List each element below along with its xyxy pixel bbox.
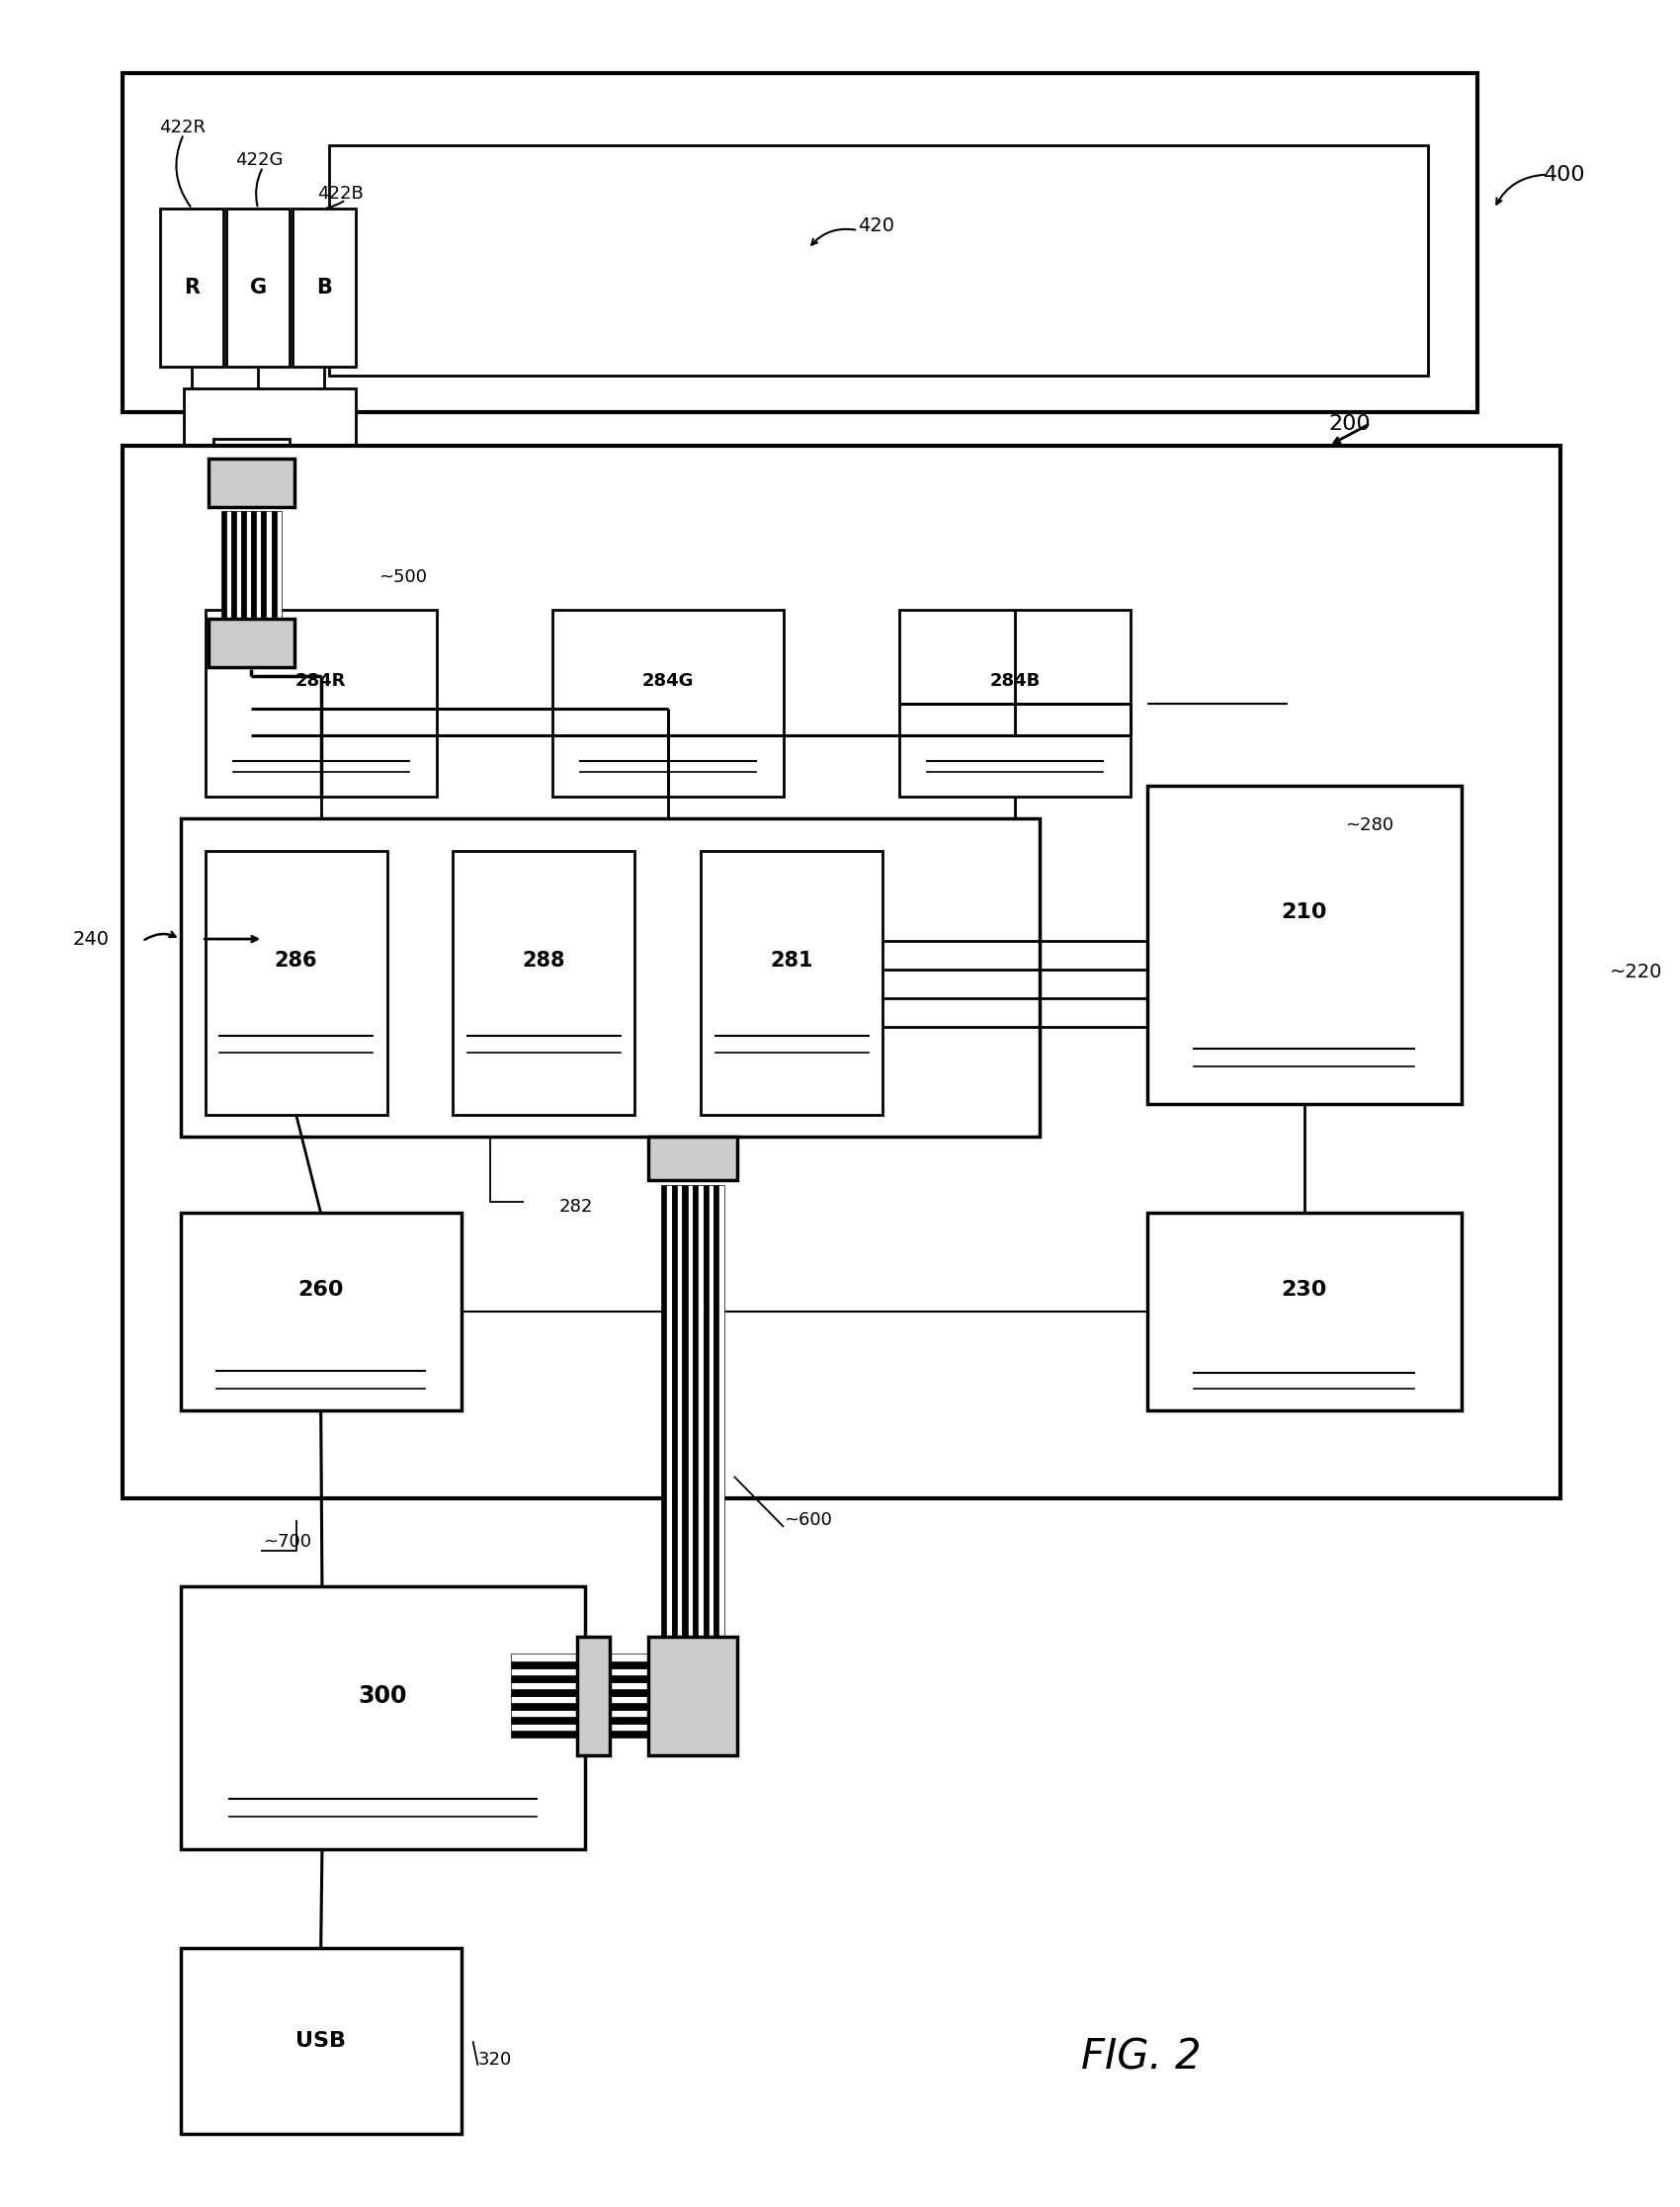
Bar bbox=[270, 512, 276, 620]
Bar bbox=[252, 512, 257, 620]
FancyBboxPatch shape bbox=[205, 609, 437, 797]
Bar bbox=[692, 1185, 697, 1653]
Text: 281: 281 bbox=[771, 951, 813, 971]
FancyBboxPatch shape bbox=[161, 210, 223, 366]
Bar bbox=[227, 512, 232, 620]
FancyBboxPatch shape bbox=[123, 446, 1561, 1499]
Bar bbox=[719, 1185, 724, 1653]
FancyBboxPatch shape bbox=[648, 1635, 738, 1755]
Text: FIG. 2: FIG. 2 bbox=[1080, 2037, 1201, 2079]
Text: ~500: ~500 bbox=[378, 567, 427, 587]
Bar bbox=[677, 1185, 682, 1653]
Text: 288: 288 bbox=[522, 951, 566, 971]
Text: 240: 240 bbox=[72, 929, 109, 949]
Bar bbox=[267, 512, 270, 620]
Text: 230: 230 bbox=[1282, 1280, 1327, 1300]
Text: G: G bbox=[250, 278, 267, 298]
Text: 400: 400 bbox=[1544, 166, 1586, 185]
Bar bbox=[237, 512, 242, 620]
Bar bbox=[709, 1185, 714, 1653]
Bar bbox=[662, 1185, 667, 1653]
FancyBboxPatch shape bbox=[292, 210, 356, 366]
Text: 284G: 284G bbox=[642, 673, 694, 691]
Bar bbox=[276, 512, 281, 620]
Text: 420: 420 bbox=[858, 216, 894, 234]
Bar bbox=[232, 512, 237, 620]
FancyBboxPatch shape bbox=[180, 1949, 462, 2134]
Text: USB: USB bbox=[296, 2030, 346, 2050]
Bar bbox=[511, 1688, 662, 1695]
FancyBboxPatch shape bbox=[454, 852, 635, 1115]
Bar bbox=[511, 1662, 662, 1668]
Bar bbox=[511, 1724, 662, 1730]
Text: 286: 286 bbox=[274, 951, 318, 971]
Text: B: B bbox=[316, 278, 333, 298]
Text: 320: 320 bbox=[477, 2050, 512, 2068]
Bar bbox=[242, 512, 247, 620]
FancyBboxPatch shape bbox=[329, 146, 1428, 375]
FancyBboxPatch shape bbox=[648, 1137, 738, 1181]
Text: 210: 210 bbox=[1282, 903, 1327, 923]
Bar bbox=[667, 1185, 672, 1653]
Text: 282: 282 bbox=[558, 1198, 593, 1216]
Text: 200: 200 bbox=[1329, 413, 1371, 433]
Bar bbox=[687, 1185, 692, 1653]
Text: ~600: ~600 bbox=[783, 1512, 832, 1529]
Bar bbox=[697, 1185, 704, 1653]
Bar bbox=[682, 1185, 687, 1653]
Text: 300: 300 bbox=[358, 1684, 407, 1708]
FancyBboxPatch shape bbox=[180, 1214, 462, 1410]
FancyBboxPatch shape bbox=[208, 459, 294, 508]
Bar bbox=[511, 1730, 662, 1737]
Text: ~700: ~700 bbox=[264, 1534, 311, 1552]
FancyBboxPatch shape bbox=[1147, 1214, 1462, 1410]
Bar bbox=[262, 512, 267, 620]
FancyBboxPatch shape bbox=[701, 852, 882, 1115]
Text: ~220: ~220 bbox=[1609, 962, 1663, 982]
Bar bbox=[511, 1675, 662, 1682]
Bar bbox=[511, 1695, 662, 1702]
FancyBboxPatch shape bbox=[1147, 786, 1462, 1104]
Text: 284R: 284R bbox=[296, 673, 346, 691]
Bar bbox=[511, 1710, 662, 1717]
FancyBboxPatch shape bbox=[208, 618, 294, 667]
Text: 422B: 422B bbox=[318, 185, 365, 203]
Bar bbox=[511, 1668, 662, 1675]
Bar bbox=[511, 1717, 662, 1724]
FancyBboxPatch shape bbox=[183, 388, 356, 450]
Text: ~280: ~280 bbox=[1346, 817, 1394, 834]
Bar bbox=[704, 1185, 709, 1653]
Bar bbox=[511, 1702, 662, 1710]
Bar bbox=[222, 512, 227, 620]
FancyBboxPatch shape bbox=[180, 1587, 585, 1849]
Text: 260: 260 bbox=[297, 1280, 344, 1300]
Bar bbox=[511, 1682, 662, 1688]
FancyBboxPatch shape bbox=[553, 609, 783, 797]
FancyBboxPatch shape bbox=[123, 73, 1478, 413]
Text: 284B: 284B bbox=[990, 673, 1040, 691]
FancyBboxPatch shape bbox=[227, 210, 289, 366]
FancyBboxPatch shape bbox=[899, 609, 1131, 797]
FancyBboxPatch shape bbox=[576, 1635, 610, 1755]
Text: 422G: 422G bbox=[235, 152, 282, 170]
FancyBboxPatch shape bbox=[180, 819, 1040, 1137]
Bar bbox=[257, 512, 262, 620]
Bar bbox=[714, 1185, 719, 1653]
Text: R: R bbox=[185, 278, 200, 298]
Bar bbox=[247, 512, 252, 620]
Text: 422R: 422R bbox=[160, 119, 205, 137]
Bar bbox=[672, 1185, 677, 1653]
FancyBboxPatch shape bbox=[213, 439, 289, 472]
Bar bbox=[511, 1653, 662, 1662]
FancyBboxPatch shape bbox=[180, 479, 1287, 1344]
FancyBboxPatch shape bbox=[205, 852, 386, 1115]
